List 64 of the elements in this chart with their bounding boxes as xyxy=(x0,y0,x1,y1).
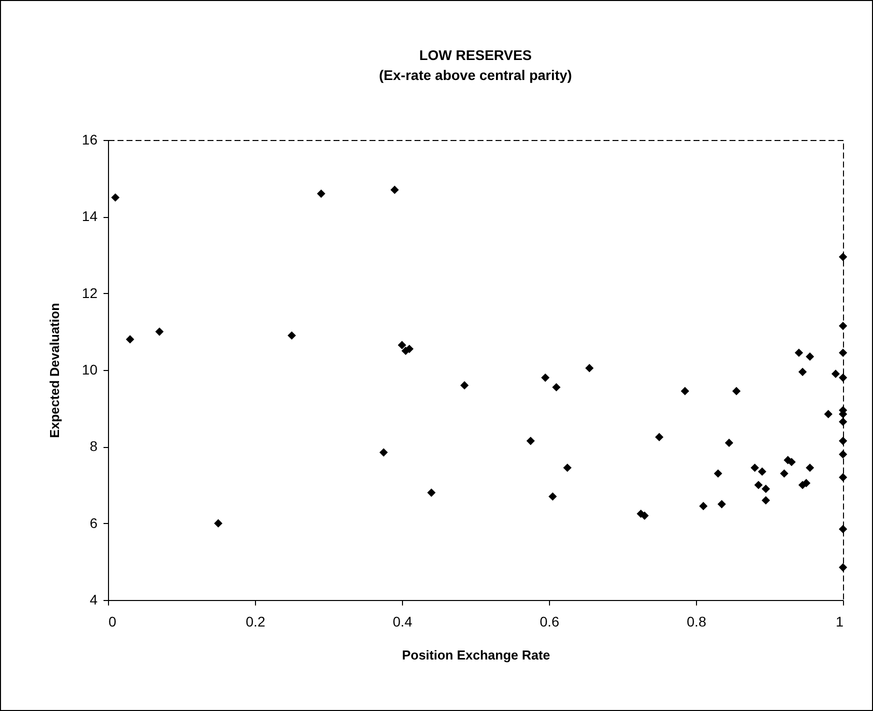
point xyxy=(427,488,436,497)
y-tick-label: 10 xyxy=(82,362,98,378)
point xyxy=(838,473,848,482)
y-tick-label: 14 xyxy=(82,208,98,224)
chart-subtitle: (Ex-rate above central parity) xyxy=(379,67,572,83)
point xyxy=(655,432,664,442)
point xyxy=(390,186,399,194)
point xyxy=(802,478,810,488)
point xyxy=(806,464,814,472)
x-tick-label: 0 xyxy=(108,614,116,630)
point xyxy=(798,368,807,376)
point xyxy=(316,189,326,198)
x-tick-label: 0.4 xyxy=(392,614,412,630)
point xyxy=(585,364,594,372)
point xyxy=(762,484,770,494)
point xyxy=(824,410,832,418)
y-axis-title: Expected Devaluation xyxy=(46,302,62,438)
x-axis-title: Position Exchange Rate xyxy=(402,648,550,662)
point xyxy=(838,322,848,330)
point xyxy=(155,327,164,336)
point xyxy=(548,492,557,501)
point xyxy=(714,469,722,478)
point xyxy=(838,252,848,262)
point xyxy=(750,464,759,472)
y-tick-label: 16 xyxy=(82,132,98,148)
point xyxy=(806,352,814,361)
point xyxy=(552,383,561,392)
point xyxy=(724,438,734,448)
point xyxy=(563,464,572,472)
point xyxy=(838,373,848,382)
point xyxy=(780,469,788,478)
x-tick-label: 0.6 xyxy=(540,614,560,630)
x-tick-label: 0.8 xyxy=(686,614,706,630)
x-tick-label: 1 xyxy=(836,614,844,630)
point xyxy=(718,500,726,508)
point xyxy=(838,418,848,426)
point xyxy=(794,348,804,357)
y-tick-label: 8 xyxy=(90,438,98,454)
y-tick-label: 6 xyxy=(90,514,98,531)
point xyxy=(541,373,550,382)
point xyxy=(526,436,535,446)
y-tick-label: 12 xyxy=(82,284,98,301)
point xyxy=(838,436,848,446)
point xyxy=(288,331,296,340)
point xyxy=(214,519,222,528)
point xyxy=(732,386,741,396)
point xyxy=(831,370,840,378)
point xyxy=(758,467,766,476)
point xyxy=(838,348,848,357)
chart-title: LOW RESERVES xyxy=(419,47,532,63)
x-tick-label: 0.2 xyxy=(246,614,266,630)
point xyxy=(754,480,763,490)
point xyxy=(398,340,406,350)
point xyxy=(111,193,120,202)
point xyxy=(460,381,469,390)
point xyxy=(379,448,388,457)
point xyxy=(838,524,848,534)
point xyxy=(126,335,134,344)
point xyxy=(838,450,848,459)
y-tick-label: 4 xyxy=(90,592,98,608)
point xyxy=(699,502,708,510)
point xyxy=(680,386,690,396)
point xyxy=(838,563,848,572)
point xyxy=(762,496,770,505)
